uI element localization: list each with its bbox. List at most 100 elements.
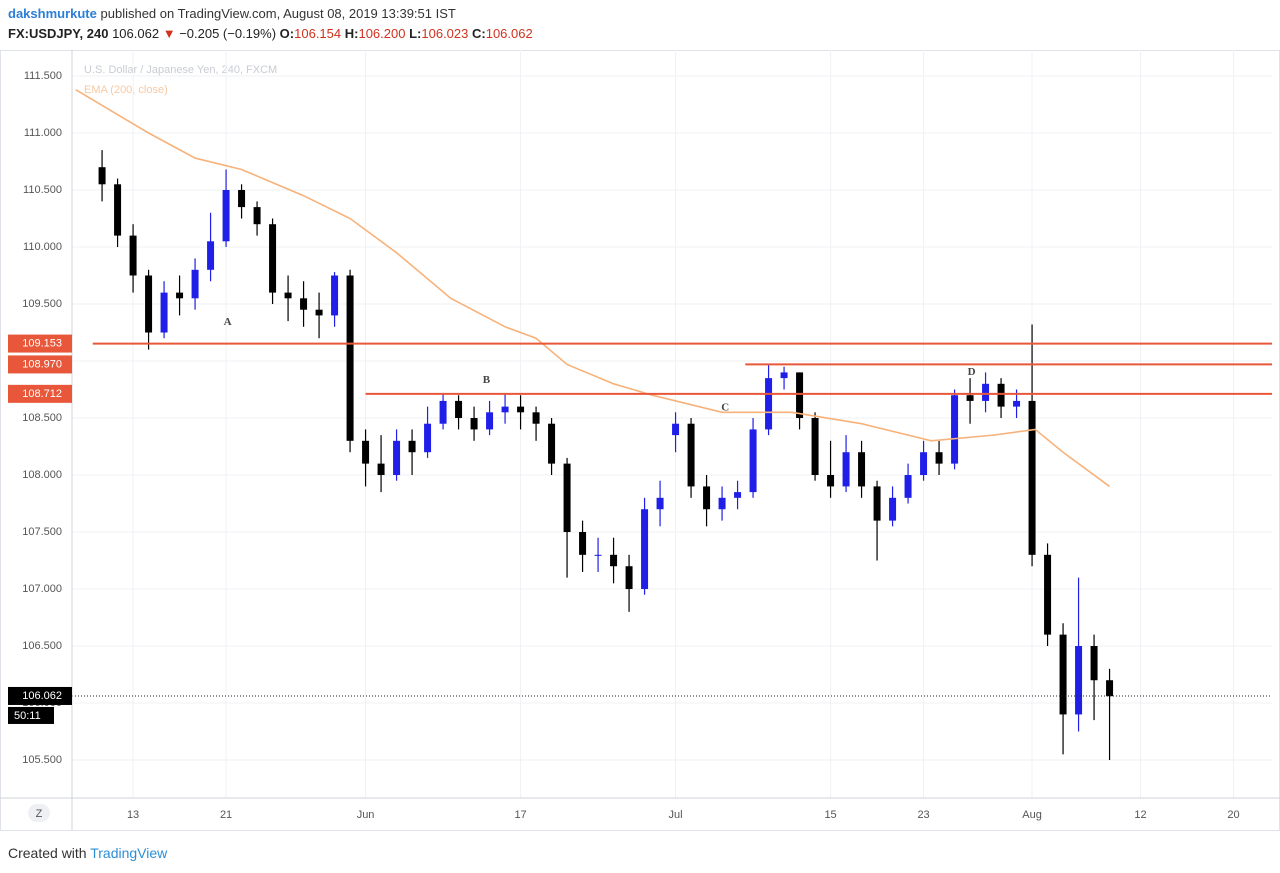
level-price-label: 109.153 [22,337,62,349]
candle-body [858,452,866,487]
candle-body [377,463,385,476]
candle-body [718,497,726,510]
candle-body [780,372,788,379]
x-tick-label: 17 [514,809,526,821]
l-label: L: [409,26,422,41]
candle-body [191,269,199,299]
candle-body [1106,680,1114,697]
chart-title: U.S. Dollar / Japanese Yen, 240, FXCM [84,64,277,76]
y-tick-label: 110.000 [23,241,62,253]
x-tick-label: Jun [357,809,375,821]
x-tick-label: Aug [1022,809,1042,821]
level-price-label: 108.970 [22,358,62,370]
candle-body [966,395,974,401]
c-value: 106.062 [485,26,533,41]
candle-body [625,566,633,590]
created-with: Created with [8,845,87,861]
y-tick-label: 105.500 [22,754,62,766]
candle-body [997,383,1005,407]
level-price-label: 108.712 [22,388,62,400]
annotation: A [224,316,232,328]
candle-body [935,452,943,464]
candle-body [982,383,990,401]
candle-body [408,440,416,453]
candle-body [532,412,540,424]
candle-body [176,292,184,299]
x-tick-label: 20 [1227,809,1239,821]
level-price-box [8,384,72,403]
last-price-label: 106.062 [22,690,62,702]
annotation: C [721,401,729,413]
candle-body [904,475,912,498]
user-name[interactable]: dakshmurkute [8,6,97,21]
footer: Created with TradingView [8,845,167,861]
o-label: O: [279,26,295,41]
c-label: C: [472,26,486,41]
candle-body [455,400,463,419]
publish-line: dakshmurkute published on TradingView.co… [8,6,456,21]
chart-frame [0,50,1280,831]
axes: 105.500106.000106.500107.000107.500108.0… [0,50,1280,830]
candle-body [1075,646,1083,715]
candle-body [145,275,153,333]
candle-body [331,275,339,316]
candle-body [1059,634,1067,715]
candle-body [269,224,277,293]
candle-body [656,497,664,510]
h-label: H: [344,26,359,41]
candle-body [1090,646,1098,681]
candle-body [501,406,509,413]
candle-body [315,309,323,316]
y-tick-label: 108.500 [22,412,62,424]
annotation: B [483,374,491,386]
candle-body [579,532,587,555]
ema-line [75,88,1111,488]
countdown: 50:11 [14,710,41,722]
annotation: D [968,366,976,378]
candle-body [873,486,881,521]
candle-body [811,418,819,476]
o-value: 106.154 [294,26,342,41]
candle-body [1013,400,1021,407]
candle-body [563,463,571,533]
x-tick-label: 15 [824,809,836,821]
grid [72,50,1272,798]
candle-body [749,429,757,493]
y-tick-label: 107.000 [22,583,62,595]
candle-body [734,492,742,498]
y-tick-label: 111.500 [24,70,62,82]
z-button-label[interactable]: Z [36,808,43,820]
candle-body [346,275,354,441]
brand[interactable]: TradingView [90,845,168,861]
y-tick-label: 106.500 [22,640,62,652]
y-tick-label: 109.500 [22,298,62,310]
y-tick-label: 108.000 [22,469,62,481]
candle-body [300,298,308,310]
countdown-box [8,706,54,724]
price: 106.062 [112,26,160,41]
candle-body [470,418,478,430]
candle-body [238,190,246,208]
candle-body [517,406,525,413]
h-value: 106.200 [358,26,406,41]
x-tick-label: 12 [1134,809,1146,821]
candle-body [129,235,137,276]
z-button[interactable] [28,804,50,822]
candle-body [222,190,230,242]
candle-body [393,440,401,476]
x-tick-label: Jul [669,809,683,821]
published-text: published on TradingView.com, August 08,… [100,6,456,21]
candle-body [796,372,804,419]
candle-body [424,423,432,453]
candle-body [687,423,695,487]
candle-body [253,207,261,225]
candle-body [486,412,494,430]
candle-body [1028,400,1036,555]
candle-body [160,292,168,333]
y-tick-label: 107.500 [22,526,62,538]
candle-body [827,475,835,487]
candle-body [98,167,106,185]
arrow: ▼ [162,26,176,41]
candle-body [1044,554,1052,635]
